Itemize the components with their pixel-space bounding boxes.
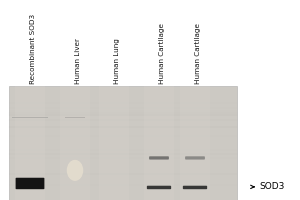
Bar (15, 86, 45, 200)
Text: Recombinant SOD3: Recombinant SOD3 (30, 14, 36, 84)
Bar (144, 86, 174, 200)
Bar (99, 86, 129, 200)
Ellipse shape (67, 160, 83, 181)
FancyBboxPatch shape (16, 178, 44, 189)
FancyBboxPatch shape (147, 186, 171, 189)
Text: SOD3: SOD3 (260, 182, 285, 191)
Bar (60, 86, 90, 200)
FancyBboxPatch shape (185, 156, 205, 160)
Bar (9, 86, 237, 200)
Text: Human Liver: Human Liver (75, 38, 81, 84)
Text: Human Cartilage: Human Cartilage (159, 23, 165, 84)
FancyBboxPatch shape (149, 156, 169, 160)
FancyBboxPatch shape (183, 186, 207, 189)
Text: Human Cartilage: Human Cartilage (195, 23, 201, 84)
Bar (65, 117, 85, 118)
Text: Human Lung: Human Lung (114, 38, 120, 84)
Bar (180, 86, 210, 200)
Bar (12, 117, 48, 118)
